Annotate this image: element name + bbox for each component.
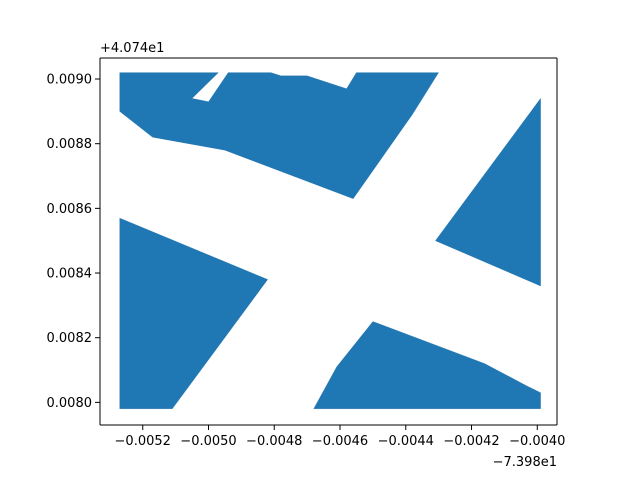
polygon-parcel-top-left-mid [152,72,282,151]
x-ticks: −0.0052 −0.0050 −0.0048 −0.0046 −0.0044 −0.00… [115,425,565,449]
x-tick-label: −0.0052 [115,434,171,449]
polygon-parcel-right-triangle [435,97,541,287]
y-tick-label: 0.0086 [47,202,93,217]
y-tick-label: 0.0080 [47,396,93,411]
y-offset-text: +4.074e1 [100,41,164,56]
map-shapes [119,72,541,409]
y-tick-label: 0.0082 [47,331,93,346]
polygon-parcel-top-right [346,72,439,115]
y-ticks: 0.0080 0.0082 0.0084 0.0086 0.0088 0.0090 [47,73,100,411]
x-tick-label: −0.0044 [378,434,434,449]
x-tick-label: −0.0050 [180,434,236,449]
x-tick-label: −0.0042 [443,434,499,449]
polygon-parcel-bottom-center [313,321,485,409]
y-tick-label: 0.0088 [47,137,93,152]
y-tick-label: 0.0084 [47,267,93,282]
x-offset-text: −7.398e1 [493,455,557,470]
x-tick-label: −0.0048 [246,434,302,449]
axes-frame [99,57,558,426]
polygon-parcel-left-triangle [119,217,268,409]
y-tick-label: 0.0090 [47,73,93,88]
x-tick-label: −0.0046 [312,434,368,449]
polygon-parcel-bottom-right-corner [514,386,541,409]
x-tick-label: −0.0040 [509,434,565,449]
